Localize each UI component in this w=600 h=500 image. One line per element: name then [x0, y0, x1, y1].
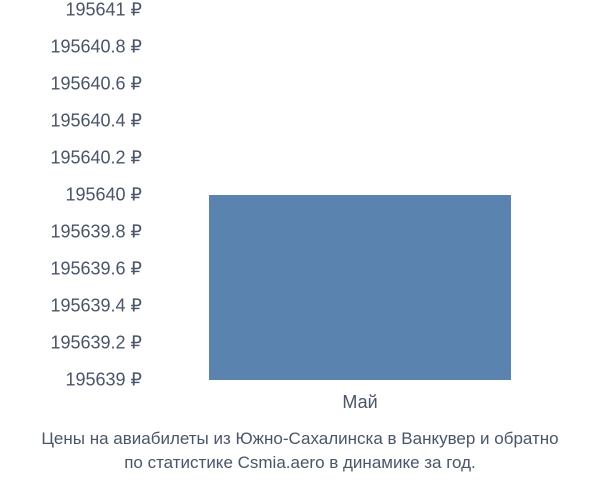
y-tick-label: 195640.4 ₽ [50, 111, 142, 132]
chart-container: 195641 ₽ 195640.8 ₽ 195640.6 ₽ 195640.4 ₽ 19… [0, 0, 600, 500]
plot-area: Май [150, 10, 570, 380]
y-axis: 195641 ₽195640.8 ₽195640.6 ₽195640.4 ₽19… [0, 10, 150, 380]
chart-caption: Цены на авиабилеты из Южно-Сахалинска в … [0, 427, 600, 475]
x-tick-label: Май [342, 392, 377, 413]
y-tick-label: 195639.2 ₽ [50, 333, 142, 354]
y-tick-label: 195639 ₽ [65, 370, 142, 391]
y-tick-label: 195639.6 ₽ [50, 259, 142, 280]
y-tick-label: 195641 ₽ [65, 0, 142, 21]
y-tick-label: 195639.4 ₽ [50, 296, 142, 317]
y-tick-label: 195640 ₽ [65, 185, 142, 206]
caption-line1: Цены на авиабилеты из Южно-Сахалинска в … [41, 429, 558, 448]
y-tick-label: 195640.2 ₽ [50, 148, 142, 169]
y-tick-label: 195640.6 ₽ [50, 74, 142, 95]
caption-line2: по статистике Csmia.aero в динамике за г… [124, 453, 476, 472]
chart-bar [209, 195, 511, 380]
y-tick-label: 195639.8 ₽ [50, 222, 142, 243]
y-tick-label: 195640.8 ₽ [50, 37, 142, 58]
